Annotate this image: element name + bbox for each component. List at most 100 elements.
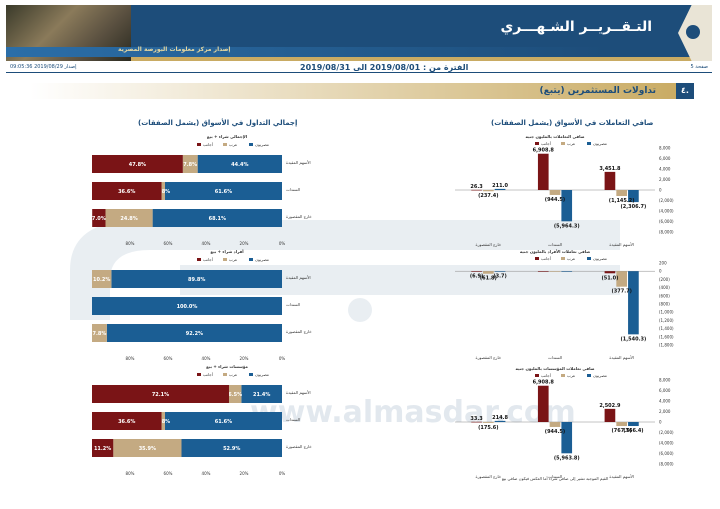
share-chart-3-legend-swatch-arab xyxy=(223,373,227,376)
share-chart-2-data-label: 7.8% xyxy=(92,331,106,337)
share-chart-3-data-label: 61.6% xyxy=(215,419,232,425)
net-chart-1-data-label: (944.5) xyxy=(545,197,565,203)
share-chart-3-data-label: 35.9% xyxy=(139,446,156,452)
net-chart-2-data-label: (377.7) xyxy=(611,289,631,295)
net-chart-3-tick: (6,000) xyxy=(659,451,674,456)
net-chart-1-bar xyxy=(628,190,639,203)
net-chart-3-bar xyxy=(628,422,639,427)
header-subtitle: إصدار مركز معلومات البورصة المصرية xyxy=(118,46,231,53)
share-chart-2-bar xyxy=(111,270,282,288)
share-chart-1-data-label: 68.1% xyxy=(209,216,226,222)
share-chart-2-tick: 20% xyxy=(240,356,249,361)
share-chart-3-tick: 0% xyxy=(279,471,286,476)
net-chart-3-category: الأسهم المقيدة xyxy=(609,474,634,479)
share-chart-1-bar xyxy=(182,155,198,173)
net-chart-2-bar xyxy=(616,271,627,287)
share-chart-1-tick: 60% xyxy=(164,241,173,246)
net-chart-2-tick: (200) xyxy=(659,277,670,282)
share-chart-2-legend-egyptian: مصريون xyxy=(255,257,269,262)
net-chart-2-legend-arab: عرب xyxy=(567,256,575,261)
net-chart-1-title: صافي التعاملات بالمليون جنيه xyxy=(526,134,585,139)
share-chart-3-legend-swatch-egyptian xyxy=(249,373,253,376)
share-chart-3-bar xyxy=(92,412,162,430)
net-chart-3-tick: (2,000) xyxy=(659,430,674,435)
share-chart-1-data-label: 61.6% xyxy=(215,189,232,195)
net-chart-3-tick: 8,000 xyxy=(659,378,671,383)
share-chart-2-category: خارج المقصورة xyxy=(286,329,312,334)
net-chart-3-bar xyxy=(549,422,561,427)
share-chart-3-category: السندات xyxy=(286,417,300,422)
net-chart-3-category: السندات xyxy=(548,474,562,479)
net-chart-1-tick: 8,000 xyxy=(659,146,671,151)
net-chart-2-legend-egyptian: مصريون xyxy=(593,256,607,261)
share-chart-2-category: السندات xyxy=(286,302,300,307)
net-chart-3-bar xyxy=(483,422,494,423)
net-chart-2-tick: (600) xyxy=(659,293,670,298)
share-chart-1-bar xyxy=(92,182,162,200)
net-chart-3-legend-swatch-foreign xyxy=(535,374,539,377)
net-chart-3-data-label: (766.4) xyxy=(623,428,643,434)
net-chart-1-tick: (8,000) xyxy=(659,230,674,235)
share-chart-2-bar xyxy=(92,270,112,288)
share-chart-2-data-label: 100.0% xyxy=(177,304,198,310)
share-chart-1-category: الأسهم المقيدة xyxy=(286,160,311,165)
net-chart-2-data-label: (3.7) xyxy=(493,273,506,279)
net-chart-1-data-label: 3,451.8 xyxy=(599,166,621,172)
share-chart-3-legend-foreign: أجانب xyxy=(203,372,213,377)
share-chart-3-bar xyxy=(92,385,229,403)
header-title: التـقــريــر الشـهـــري xyxy=(500,19,652,35)
share-chart-1-data-label: 44.4% xyxy=(231,162,248,168)
footnote: القيم الموجبة تشير إلى صافي شراء أما الع… xyxy=(502,476,608,482)
net-chart-1-tick: (6,000) xyxy=(659,219,674,224)
share-chart-1-legend-foreign: أجانب xyxy=(203,142,213,147)
net-chart-3-tick: 0 xyxy=(659,420,662,425)
net-chart-3-bar xyxy=(494,420,506,422)
net-chart-1-data-label: (2,306.7) xyxy=(621,204,647,210)
share-chart-3-bar xyxy=(228,385,242,403)
net-chart-2-tick: (1,000) xyxy=(659,310,674,315)
net-chart-1-bar xyxy=(604,171,616,190)
share-chart-1-tick: 80% xyxy=(126,241,135,246)
net-chart-2-tick: (1,200) xyxy=(659,318,674,323)
net-chart-3-bar xyxy=(604,408,616,422)
share-chart-3-category: خارج المقصورة xyxy=(286,444,312,449)
report-header: إصدار مركز معلومات البورصة المصرية التـق… xyxy=(6,5,712,61)
net-chart-3-bar xyxy=(471,421,482,423)
section-banner: تداولات المستثمرين (يتبع) ٤. xyxy=(30,83,694,99)
share-chart-1-tick: 20% xyxy=(240,241,249,246)
net-chart-2-data-label: (61.8) xyxy=(480,276,497,282)
share-chart-1-legend-swatch-egyptian xyxy=(249,143,253,146)
net-chart-2-legend-swatch-foreign xyxy=(535,257,539,260)
share-chart-2-bar xyxy=(92,297,282,315)
net-chart-3-data-label: (767.5) xyxy=(611,428,631,434)
net-chart-1-legend-swatch-egyptian xyxy=(587,142,591,145)
share-chart-1-legend-egyptian: مصريون xyxy=(255,142,269,147)
share-chart-1-bar xyxy=(161,182,165,200)
net-chart-1-tick: 2,000 xyxy=(659,177,671,182)
net-chart-2-tick: (1,600) xyxy=(659,334,674,339)
share-chart-1-data-label: 24.8% xyxy=(120,216,137,222)
net-chart-2-legend-foreign: أجانب xyxy=(541,256,551,261)
share-chart-2-tick: 0% xyxy=(279,356,286,361)
net-chart-1-data-label: (237.4) xyxy=(478,193,498,199)
net-chart-1-legend-arab: عرب xyxy=(567,141,575,146)
watermark-text: www.almasdar.com xyxy=(250,395,576,430)
watermark-logo xyxy=(70,220,620,322)
share-chart-3-data-label: 6.5% xyxy=(228,392,242,398)
net-chart-3-category: خارج المقصورة xyxy=(475,474,501,479)
share-chart-1-data-label: 36.6% xyxy=(118,189,135,195)
share-chart-1-bar xyxy=(197,155,282,173)
share-chart-3-bar xyxy=(241,385,282,403)
section-title: تداولات المستثمرين (يتبع) xyxy=(539,86,657,96)
share-chart-2-category: الأسهم المقيدة xyxy=(286,275,311,280)
share-chart-1-data-label: 7.8% xyxy=(183,162,197,168)
share-chart-1-category: خارج المقصورة xyxy=(286,214,312,219)
share-chart-3-tick: 40% xyxy=(202,471,211,476)
net-chart-3-data-label: (944.5) xyxy=(545,429,565,435)
net-chart-2-tick: (400) xyxy=(659,285,670,290)
share-chart-1-bar xyxy=(152,209,282,227)
net-chart-3-data-label: 33.3 xyxy=(470,416,483,422)
share-chart-3-bar xyxy=(113,439,182,457)
